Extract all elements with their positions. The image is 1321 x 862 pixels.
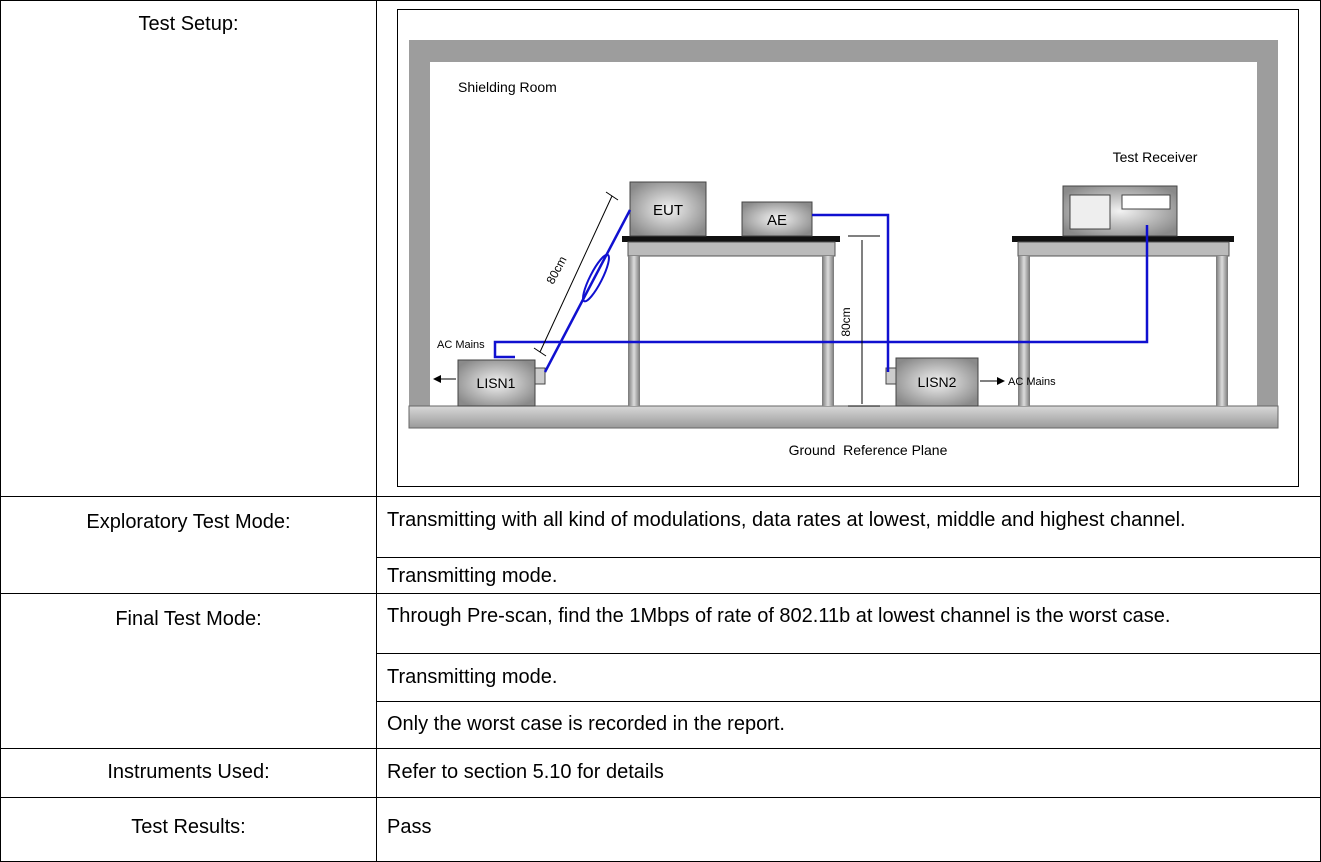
row-label: Test Results: <box>0 797 377 862</box>
text-line: Refer to section 5.10 for details <box>387 761 664 783</box>
text-line: Pass <box>387 816 432 838</box>
text-line: Transmitting mode. <box>377 557 1320 594</box>
text-line: Transmitting with all kind of modulation… <box>387 509 1186 531</box>
row-label: Test Setup: <box>0 0 377 497</box>
row-label: Instruments Used: <box>0 748 377 798</box>
row-label: Final Test Mode: <box>0 593 377 749</box>
text-line: Through Pre-scan, find the 1Mbps of rate… <box>387 605 1171 627</box>
diagram-cell <box>376 0 1321 497</box>
row-value: Through Pre-scan, find the 1Mbps of rate… <box>376 593 1321 749</box>
row-value: Refer to section 5.10 for details <box>376 748 1321 798</box>
row-value: Transmitting with all kind of modulation… <box>376 496 1321 594</box>
row-value: Pass <box>376 797 1321 862</box>
row-label: Exploratory Test Mode: <box>0 496 377 594</box>
text-line: Only the worst case is recorded in the r… <box>377 701 1320 748</box>
text-line: Transmitting mode. <box>377 653 1320 701</box>
